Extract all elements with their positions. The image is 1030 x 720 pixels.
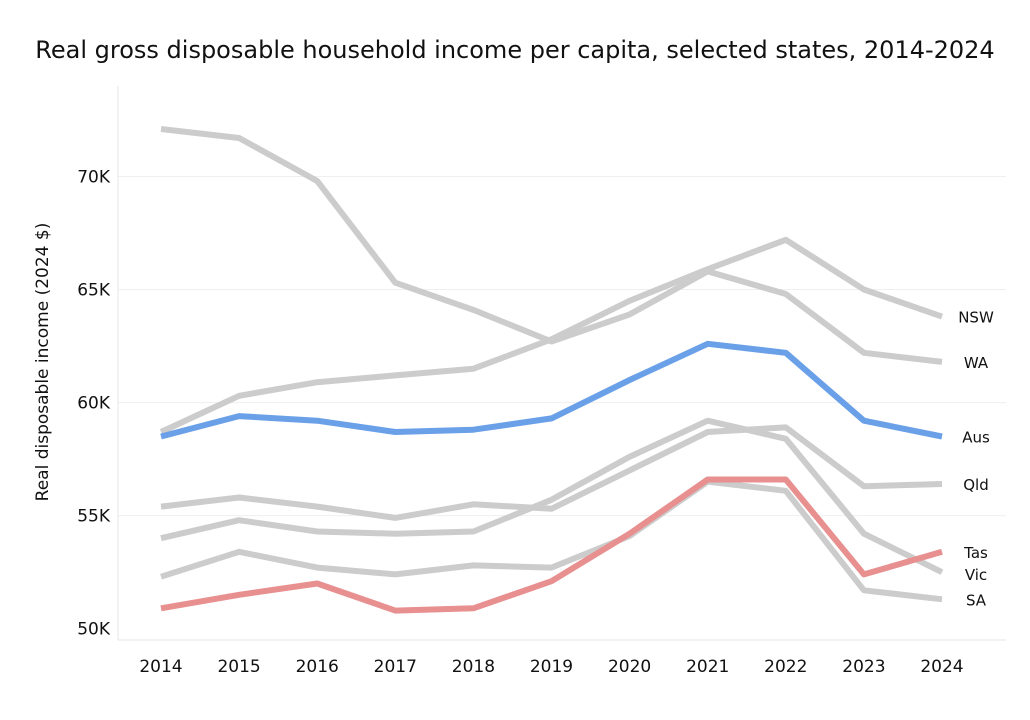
series-line-qld [160, 424, 943, 521]
series-end-label: SA [966, 591, 987, 609]
x-tick-label: 2015 [217, 657, 260, 677]
y-tick-label: 65K [77, 281, 111, 301]
y-tick-label: 50K [77, 620, 111, 640]
series-line-sa [160, 478, 943, 603]
series-end-label: Vic [965, 566, 987, 584]
x-tick-label: 2017 [374, 657, 417, 677]
grid-lines [118, 175, 1006, 517]
series-line-aus [160, 340, 943, 440]
series-end-label: Aus [962, 428, 990, 446]
series-end-label: WA [964, 354, 989, 372]
series-line-wa [160, 126, 943, 365]
series-end-label: NSW [958, 309, 994, 327]
series-end-label: Qld [963, 476, 989, 494]
y-tick-label: 60K [77, 394, 111, 414]
y-tick-label: 70K [77, 167, 111, 187]
y-axis-ticks: 50K 55K 60K 65K 70K [77, 167, 111, 639]
x-tick-label: 2022 [764, 657, 807, 677]
y-axis-label: Real disposable income (2024 $) [33, 223, 53, 502]
series-line-nsw [159, 236, 943, 435]
x-tick-label: 2020 [608, 657, 651, 677]
x-axis-ticks: 2014 2015 2016 2017 2018 2019 2020 2021 2022 2023… [139, 657, 963, 677]
series-end-label: Tas [963, 544, 988, 562]
x-tick-label: 2018 [452, 657, 495, 677]
series-labels: NSW WA Aus Qld Tas Vic SA [958, 309, 994, 610]
series-lines [159, 126, 944, 614]
series-line-vic [160, 417, 944, 575]
axes [117, 86, 1006, 641]
x-tick-label: 2014 [139, 657, 182, 677]
y-tick-label: 55K [77, 507, 111, 527]
x-tick-label: 2019 [530, 657, 573, 677]
x-tick-label: 2021 [686, 657, 729, 677]
x-tick-label: 2016 [296, 657, 339, 677]
x-tick-label: 2023 [842, 657, 885, 677]
x-tick-label: 2024 [920, 657, 963, 677]
series-line-tas [160, 476, 943, 614]
chart-title: Real gross disposable household income p… [35, 36, 995, 64]
